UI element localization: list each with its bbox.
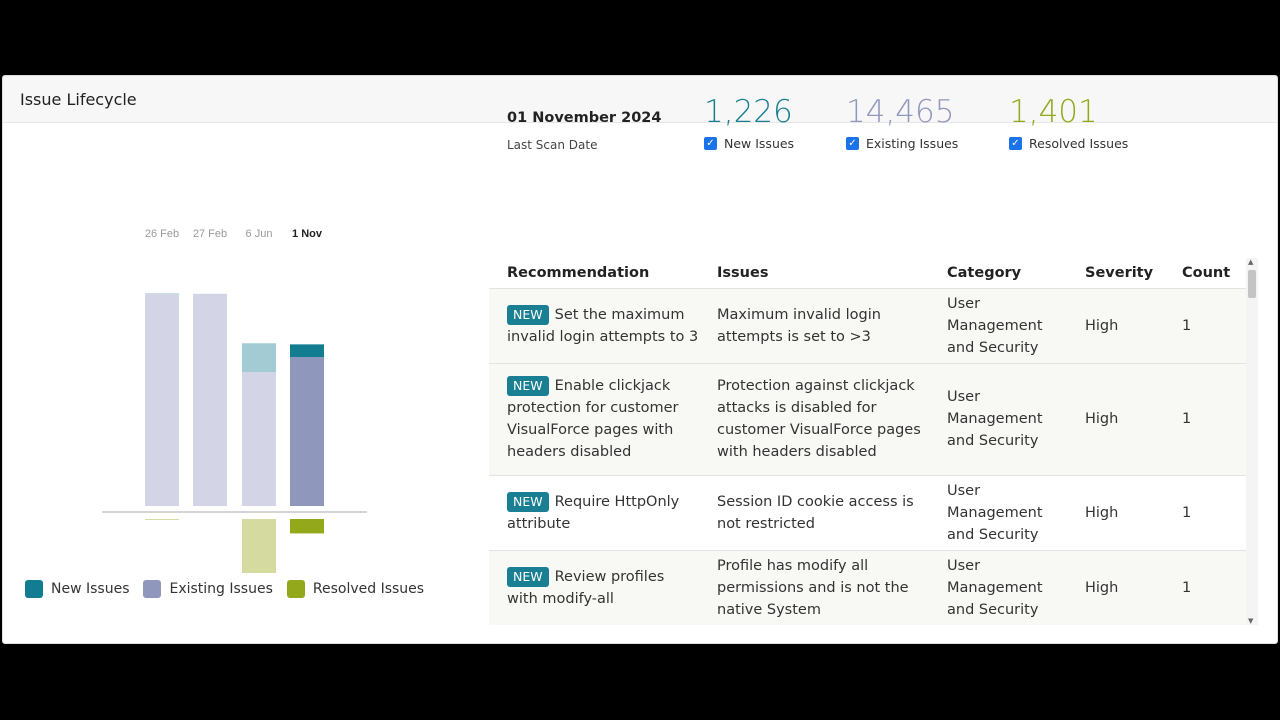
new-badge: NEW (507, 376, 549, 396)
legend-resolved[interactable]: Resolved Issues (286, 580, 425, 598)
category-cell: User Management and Security (929, 475, 1067, 551)
count-cell: 1 (1164, 363, 1246, 476)
bar-resolved-issues[interactable] (242, 519, 276, 573)
category-cell: User Management and Security (929, 288, 1067, 364)
recommendation-text[interactable]: Require HttpOnly attribute (507, 493, 680, 532)
severity-cell: High (1067, 288, 1164, 364)
recommendation-cell: NEW Set the maximum invalid login attempt… (489, 288, 699, 364)
recommendations-table: Recommendation Issues Category Severity … (489, 258, 1259, 625)
bar-new-issues[interactable] (145, 293, 179, 294)
x-tick-label[interactable]: 6 Jun (246, 228, 273, 240)
issue-cell: Profile has modify all permissions and i… (699, 550, 929, 625)
new-badge: NEW (507, 566, 549, 587)
stat-label: New Issues (724, 136, 795, 151)
bar-existing-issues[interactable] (242, 372, 276, 506)
recommendation-cell: NEW Review profiles with modify-all (489, 550, 699, 625)
resolved-issues-checkbox[interactable]: ✓ (1009, 137, 1022, 150)
scroll-down-icon[interactable]: ▼ (1248, 617, 1254, 625)
issue-cell: Protection against clickjack attacks is … (699, 363, 929, 476)
x-tick-label[interactable]: 26 Feb (145, 228, 179, 240)
count-cell: 1 (1164, 550, 1246, 625)
issue-cell: Maximum invalid login attempts is set to… (699, 288, 929, 364)
stat-value: 14,465 (846, 94, 955, 130)
legend-new[interactable]: New Issues (25, 580, 129, 598)
recommendation-text[interactable]: Set the maximum invalid login attempts t… (507, 306, 699, 345)
stat-value: 1,226 (704, 94, 793, 130)
scrollbar-thumb[interactable] (1248, 270, 1256, 298)
col-count[interactable]: Count (1164, 258, 1246, 289)
legend-swatch (143, 580, 162, 598)
chart-legend: New Issues Existing Issues Resolved Issu… (25, 580, 424, 598)
legend-label: Existing Issues (169, 581, 273, 597)
stat-existing: 14,465 ✓ Existing Issues (846, 92, 958, 151)
stat-label: Existing Issues (866, 136, 959, 151)
last-scan-date-label: Last Scan Date (507, 138, 598, 152)
x-tick-label[interactable]: 27 Feb (193, 228, 227, 240)
panel-title: Issue Lifecycle (3, 76, 1277, 123)
legend-swatch (25, 580, 43, 598)
recommendation-cell: NEW Require HttpOnly attribute (489, 475, 699, 551)
new-badge: NEW (507, 491, 549, 512)
legend-label: Resolved Issues (312, 581, 425, 597)
count-cell: 1 (1164, 288, 1246, 364)
col-severity[interactable]: Severity (1067, 258, 1164, 289)
recommendation-text[interactable]: Review profiles with modify-all (507, 568, 665, 607)
severity-cell: High (1067, 363, 1164, 476)
bar-new-issues[interactable] (290, 344, 324, 357)
bar-existing-issues[interactable] (193, 293, 227, 506)
x-tick-label[interactable]: 1 Nov (292, 228, 323, 240)
issue-cell: Session ID cookie access is not restrict… (699, 475, 929, 551)
table-scrollbar[interactable]: ▲ ▼ (1246, 258, 1258, 625)
table-row[interactable]: NEW Require HttpOnly attribute Session ID… (489, 475, 1246, 551)
stat-resolved: 1,401 ✓ Resolved Issues (1009, 92, 1128, 151)
recommendation-cell: NEW Enable clickjack protection for custo… (489, 363, 699, 476)
count-cell: 1 (1164, 475, 1246, 551)
last-scan-date: 01 November 2024 (507, 110, 662, 126)
bar-resolved-issues[interactable] (145, 519, 179, 521)
legend-swatch (286, 580, 305, 598)
severity-cell: High (1067, 550, 1164, 625)
bar-existing-issues[interactable] (290, 357, 324, 506)
bar-existing-issues[interactable] (145, 293, 179, 506)
new-badge: NEW (507, 304, 549, 325)
table-row[interactable]: NEW Enable clickjack protection for custo… (489, 363, 1246, 476)
col-issues[interactable]: Issues (699, 258, 929, 289)
stat-label: Resolved Issues (1029, 136, 1129, 151)
table-row[interactable]: NEW Set the maximum invalid login attempt… (489, 288, 1246, 364)
issue-lifecycle-chart: 26 Feb 27 Feb 6 Jun 1 Nov (102, 228, 367, 573)
col-recommendation[interactable]: Recommendation (489, 258, 699, 289)
recommendation-text[interactable]: Enable clickjack protection for customer… (507, 378, 679, 460)
scroll-up-icon[interactable]: ▲ (1248, 258, 1254, 266)
stat-value: 1,401 (1009, 94, 1098, 130)
table-row[interactable]: NEW Review profiles with modify-all Profi… (489, 550, 1246, 625)
bar-new-issues[interactable] (242, 343, 276, 373)
bar-resolved-issues[interactable] (290, 519, 324, 534)
category-cell: User Management and Security (929, 363, 1067, 476)
new-issues-checkbox[interactable]: ✓ (704, 137, 717, 150)
existing-issues-checkbox[interactable]: ✓ (846, 137, 859, 150)
legend-existing[interactable]: Existing Issues (143, 580, 273, 598)
stat-new: 1,226 ✓ New Issues (704, 92, 794, 151)
severity-cell: High (1067, 475, 1164, 551)
legend-label: New Issues (51, 581, 130, 597)
category-cell: User Management and Security (929, 550, 1067, 625)
col-category[interactable]: Category (929, 258, 1067, 289)
